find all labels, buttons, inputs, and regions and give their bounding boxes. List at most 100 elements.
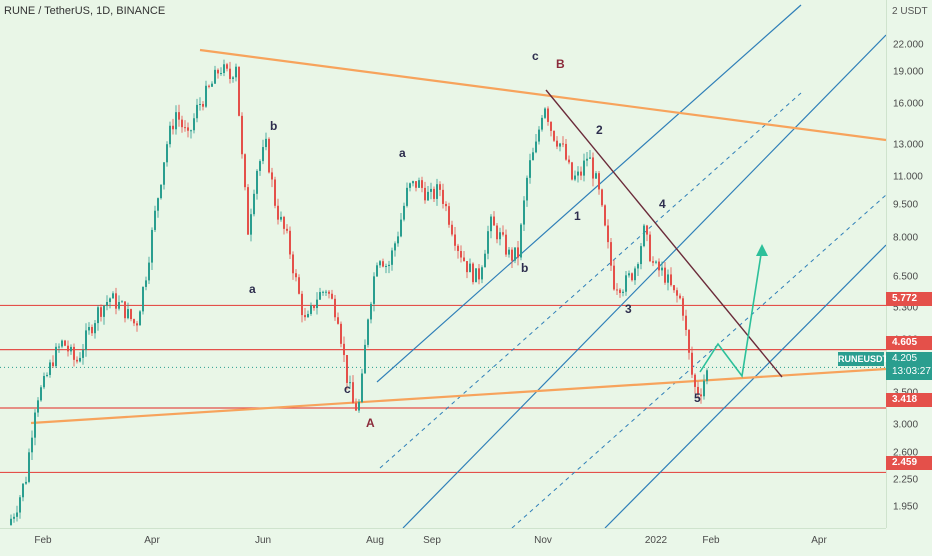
current-price: 4.205 bbox=[892, 353, 918, 364]
candle-body bbox=[421, 180, 423, 188]
wave-label: c bbox=[344, 382, 351, 396]
candle-body bbox=[199, 103, 201, 105]
candle-body bbox=[496, 225, 498, 240]
candle-body bbox=[43, 376, 45, 388]
candle-body bbox=[22, 483, 24, 498]
price-axis[interactable]: 22.000 19.000 16.000 13.000 11.000 9.500 8.000… bbox=[886, 0, 932, 528]
candle-body bbox=[436, 184, 438, 199]
candle-body bbox=[475, 268, 477, 283]
candle-body bbox=[127, 309, 129, 319]
candle-body bbox=[310, 305, 312, 314]
candle-body bbox=[202, 103, 204, 107]
candle-body bbox=[94, 323, 96, 334]
candle-body bbox=[526, 177, 528, 201]
candle-body bbox=[433, 188, 435, 199]
time-axis[interactable]: Feb Apr Jun Aug Sep Nov 2022 Feb Apr bbox=[0, 528, 886, 551]
candle-body bbox=[121, 301, 123, 303]
candle-body bbox=[217, 69, 219, 74]
candle-body bbox=[64, 340, 66, 346]
time-tick-label: Apr bbox=[144, 535, 160, 546]
candle-body bbox=[523, 200, 525, 225]
candle-body bbox=[151, 229, 153, 263]
wave-label: c bbox=[532, 49, 539, 63]
candle-body bbox=[658, 261, 660, 271]
candle-body bbox=[361, 373, 363, 403]
candle-body bbox=[226, 64, 228, 69]
candle-body bbox=[283, 216, 285, 229]
candle-body bbox=[466, 261, 468, 273]
price-tick-label: 9.500 bbox=[893, 200, 918, 211]
candle-body bbox=[445, 203, 447, 207]
channel-dashed-1 bbox=[511, 194, 887, 529]
candle-body bbox=[115, 293, 117, 309]
candle-body bbox=[169, 125, 171, 145]
candle-body bbox=[133, 319, 135, 324]
candle-body bbox=[334, 298, 336, 318]
candle-body bbox=[571, 162, 573, 180]
candle-body bbox=[640, 246, 642, 265]
candle-body bbox=[688, 329, 690, 353]
candle-body bbox=[205, 85, 207, 107]
candle-body bbox=[16, 512, 18, 517]
candle-body bbox=[322, 291, 324, 293]
candle-body bbox=[706, 370, 708, 381]
candle-body bbox=[19, 497, 21, 513]
candle-body bbox=[256, 170, 258, 194]
candle-body bbox=[529, 160, 531, 178]
candle-body bbox=[499, 232, 501, 240]
price-tick-label: 13.000 bbox=[893, 140, 924, 151]
candle-body bbox=[157, 198, 159, 211]
candle-body bbox=[607, 225, 609, 243]
candle-body bbox=[106, 302, 108, 306]
candle-body bbox=[214, 69, 216, 84]
candle-body bbox=[319, 292, 321, 300]
candle-body bbox=[139, 311, 141, 326]
candle-body bbox=[682, 298, 684, 316]
candle-body bbox=[679, 295, 681, 299]
projection-arrowhead bbox=[756, 244, 768, 256]
candle-body bbox=[343, 343, 345, 356]
candle-body bbox=[448, 206, 450, 225]
candle-body bbox=[286, 228, 288, 231]
wave-label: 5 bbox=[694, 391, 701, 405]
candle-body bbox=[556, 140, 558, 147]
candle-body bbox=[667, 274, 669, 283]
candle-body bbox=[508, 249, 510, 255]
candle-body bbox=[13, 516, 15, 519]
symbol-badge: RUNEUSDT bbox=[838, 352, 889, 366]
time-axis-scale: Feb Apr Jun Aug Sep Nov 2022 Feb Apr bbox=[34, 535, 827, 546]
price-chart[interactable]: a b c Aa b c B 1 2 3 4 5 bbox=[0, 0, 887, 529]
candle-body bbox=[424, 187, 426, 201]
candle-body bbox=[37, 400, 39, 413]
candle-body bbox=[379, 261, 381, 266]
candle-body bbox=[241, 115, 243, 155]
candle-body bbox=[85, 330, 87, 350]
candle-body bbox=[460, 251, 462, 258]
candle-body bbox=[376, 265, 378, 277]
price-tick-label: 19.000 bbox=[893, 67, 924, 78]
candle-body bbox=[316, 299, 318, 309]
candle-body bbox=[367, 319, 369, 345]
candle-body bbox=[550, 121, 552, 131]
candle-body bbox=[304, 315, 306, 318]
price-tick-label: 3.000 bbox=[893, 420, 918, 431]
candle-body bbox=[358, 402, 360, 411]
candle-body bbox=[163, 162, 165, 185]
candle-body bbox=[472, 263, 474, 283]
candle-body bbox=[280, 216, 282, 220]
wave-label: 3 bbox=[625, 302, 632, 316]
time-tick-label: Feb bbox=[702, 535, 720, 546]
candle-body bbox=[271, 172, 273, 180]
candle-body bbox=[595, 173, 597, 179]
candle-body bbox=[91, 327, 93, 334]
dark-descending-trendline bbox=[545, 89, 783, 378]
candle-body bbox=[580, 171, 582, 176]
candle-body bbox=[349, 382, 351, 384]
candle-body bbox=[55, 346, 57, 367]
top-axis-label: 2 bbox=[892, 6, 898, 17]
candle-body bbox=[25, 481, 27, 484]
candle-body bbox=[604, 205, 606, 226]
candle-body bbox=[613, 265, 615, 290]
candles-group bbox=[10, 59, 708, 526]
